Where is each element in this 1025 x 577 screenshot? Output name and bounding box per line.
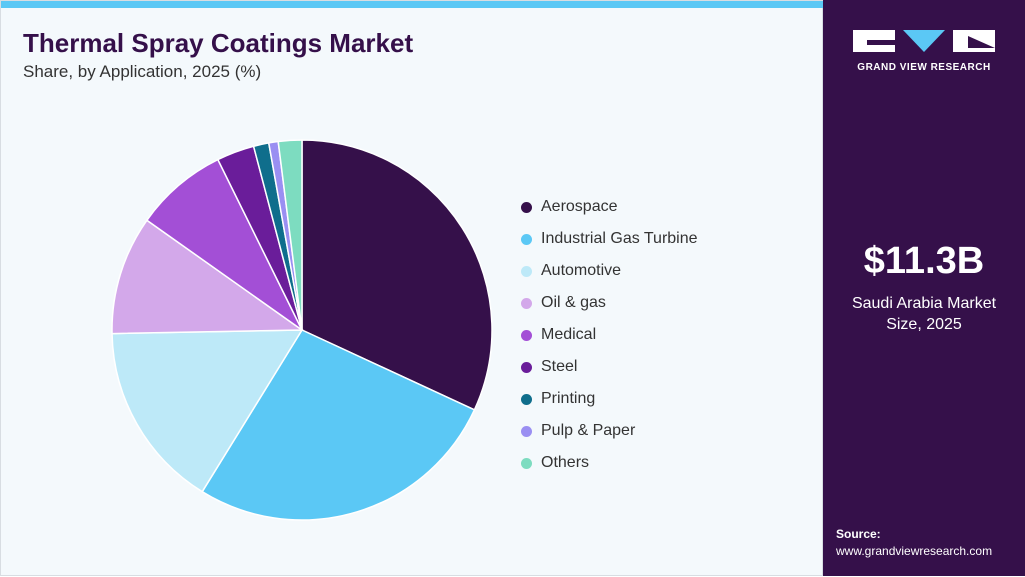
legend: Aerospace Industrial Gas Turbine Automotiv… <box>521 191 698 479</box>
chart-panel: Thermal Spray Coatings Market Share, by … <box>0 0 824 576</box>
legend-label: Automotive <box>541 262 622 279</box>
legend-item: Pulp & Paper <box>521 415 698 447</box>
pie-slice-automotive <box>111 329 304 493</box>
logo: GRAND VIEW RESEARCH <box>853 28 995 73</box>
legend-marker <box>521 425 532 437</box>
legend-label: Steel <box>541 358 578 375</box>
legend-marker <box>521 457 532 469</box>
legend-item: Steel <box>521 351 698 383</box>
pie-slice-aerospace <box>301 139 493 411</box>
legend-marker <box>521 297 532 309</box>
legend-label: Oil & gas <box>541 294 606 311</box>
market-size-description: Saudi Arabia Market Size, 2025 <box>823 293 1025 335</box>
legend-marker <box>521 201 532 213</box>
legend-item: Others <box>521 447 698 479</box>
accent-bar <box>1 1 824 8</box>
source: Source: www.grandviewresearch.com <box>836 526 992 560</box>
legend-item: Medical <box>521 319 698 351</box>
pie-slice-oil-gas <box>111 219 305 335</box>
market-size-label-1: Saudi Arabia Market <box>851 295 997 312</box>
legend-item: Industrial Gas Turbine <box>521 223 698 255</box>
legend-marker <box>521 361 532 373</box>
pie-chart <box>111 139 493 521</box>
market-size-value: $11.3B <box>863 240 985 282</box>
legend-label: Industrial Gas Turbine <box>541 230 698 247</box>
pie-slice-others <box>277 139 303 331</box>
legend-label: Others <box>541 454 590 471</box>
logo-text: GRAND VIEW RESEARCH <box>857 62 991 73</box>
legend-marker <box>521 329 532 341</box>
legend-label: Pulp & Paper <box>541 422 636 439</box>
chart-title: Thermal Spray Coatings Market <box>23 28 414 58</box>
sidebar: GRAND VIEW RESEARCH $11.3B Saudi Arabia … <box>823 0 1025 576</box>
market-size-label-2: Size, 2025 <box>886 316 962 333</box>
pie-slice-medical <box>145 158 303 331</box>
legend-label: Medical <box>541 326 597 343</box>
chart-subtitle: Share, by Application, 2025 (%) <box>23 62 262 81</box>
logo-icon <box>853 30 995 52</box>
legend-label: Printing <box>541 390 596 407</box>
legend-item: Printing <box>521 383 698 415</box>
legend-item: Aerospace <box>521 191 698 223</box>
legend-label: Aerospace <box>541 198 618 215</box>
legend-marker <box>521 393 532 405</box>
legend-marker <box>521 265 532 277</box>
source-label: Source: <box>836 527 881 541</box>
legend-item: Automotive <box>521 255 698 287</box>
pie-slice-industrial-gas-turbine <box>201 329 476 521</box>
legend-marker <box>521 233 532 245</box>
legend-item: Oil & gas <box>521 287 698 319</box>
source-link[interactable]: www.grandviewresearch.com <box>836 544 993 558</box>
